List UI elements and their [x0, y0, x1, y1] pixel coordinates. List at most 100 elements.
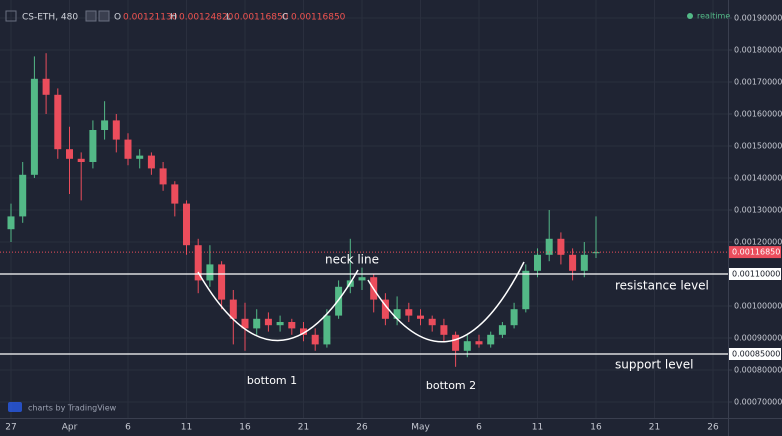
x-tick-label: 11 [532, 423, 543, 433]
c-label: C [282, 13, 288, 23]
x-tick-label: Apr [62, 423, 78, 433]
candle-body [498, 325, 506, 335]
c-value: 0.00116850 [291, 13, 346, 23]
l-label: L [226, 13, 231, 23]
close-icon[interactable] [98, 10, 110, 22]
candle-body [569, 254, 577, 271]
x-tick-label: 6 [125, 423, 131, 433]
candle-body [171, 184, 179, 204]
x-tick-label: 16 [239, 423, 251, 433]
candle-body [66, 149, 73, 159]
bottom-1-curve [197, 269, 359, 342]
candle-body [475, 341, 483, 345]
candle-body [276, 322, 284, 326]
x-tick-label: 21 [298, 423, 309, 433]
level-name: resistance level [615, 279, 709, 293]
candle-body [300, 328, 307, 335]
bottom-2-curve [367, 261, 525, 343]
y-tick-label: 0.00070000 [734, 398, 782, 407]
candle-body [452, 334, 460, 351]
y-tick-label: 0.00100000 [734, 302, 782, 311]
candle-body [264, 318, 272, 326]
candles [7, 53, 600, 367]
candle-body [545, 238, 553, 255]
candle-body [7, 216, 15, 230]
candle-body [136, 155, 144, 159]
y-tick-label: 0.00190000 [734, 14, 782, 23]
y-tick-label: 0.00080000 [734, 366, 782, 375]
y-tick-label: 0.00140000 [734, 174, 782, 183]
candle-body [557, 238, 565, 255]
y-tick-label: 0.00130000 [734, 206, 782, 215]
candle-body [440, 325, 448, 335]
last-price-label: 0.00116850 [732, 248, 780, 257]
candle-body [77, 158, 85, 162]
symbol: CS-ETH, 480 [22, 13, 78, 23]
realtime-dot [687, 13, 693, 19]
x-tick-label: May [411, 423, 430, 433]
candle-body [124, 139, 132, 159]
bottom-1-label: bottom 1 [247, 374, 297, 387]
realtime-label: realtime [697, 12, 730, 21]
candle-body [393, 309, 401, 319]
level-name: support level [615, 358, 693, 372]
y-tick-label: 0.00150000 [734, 142, 782, 151]
candle-body [101, 120, 109, 130]
candle-body [405, 309, 413, 316]
candle-body [183, 203, 190, 246]
x-tick-label: 26 [356, 423, 368, 433]
candle-body [112, 120, 120, 140]
o-value: 0.00121130 [123, 13, 178, 23]
x-tick-label: 16 [590, 423, 602, 433]
candle-body [522, 270, 530, 310]
grid [0, 0, 728, 418]
y-tick-label: 0.00090000 [734, 334, 782, 343]
candle-body [30, 78, 38, 175]
candle-body [159, 168, 167, 185]
settings-icon[interactable] [85, 10, 97, 22]
x-tick-label: 26 [707, 423, 719, 433]
collapse-icon[interactable] [5, 10, 17, 22]
candle-body [580, 254, 588, 271]
candle-body [510, 309, 518, 326]
candle-body [229, 299, 237, 319]
candle-body [42, 78, 50, 95]
y-tick-label: 0.00170000 [734, 78, 782, 87]
y-tick-label: 0.00120000 [734, 238, 782, 247]
candle-body [147, 155, 155, 169]
candle-body [381, 299, 389, 319]
level-value-label: 0.00085000 [732, 350, 780, 359]
candle-body [323, 315, 331, 345]
candle-body [253, 318, 261, 329]
candle-body [592, 252, 600, 254]
candle-body [54, 94, 62, 150]
candle-body [194, 245, 202, 281]
credit[interactable]: charts by TradingView [28, 404, 117, 413]
candle-body [417, 315, 424, 319]
candle-body [534, 254, 541, 271]
tradingview-logo [8, 402, 22, 412]
level-box [729, 348, 781, 360]
x-tick-label: 6 [476, 423, 482, 433]
candle-body [487, 334, 495, 345]
candle-body [335, 286, 343, 316]
candle-body [463, 341, 471, 351]
y-tick-label: 0.00180000 [734, 46, 782, 55]
o-label: O [114, 13, 121, 23]
candle-body [19, 174, 27, 217]
candle-body [206, 264, 214, 281]
candle-body [311, 334, 319, 345]
l-value: 0.00116850 [234, 13, 289, 23]
last-price-box [729, 246, 781, 259]
level-box [729, 268, 781, 280]
neck-line-label: neck line [325, 253, 379, 267]
candle-body [288, 322, 296, 329]
y-tick-label: 0.00160000 [734, 110, 782, 119]
candle-body [241, 318, 249, 329]
h-value: 0.00124820 [179, 13, 234, 23]
h-label: H [170, 13, 177, 23]
candle-body [358, 277, 366, 281]
